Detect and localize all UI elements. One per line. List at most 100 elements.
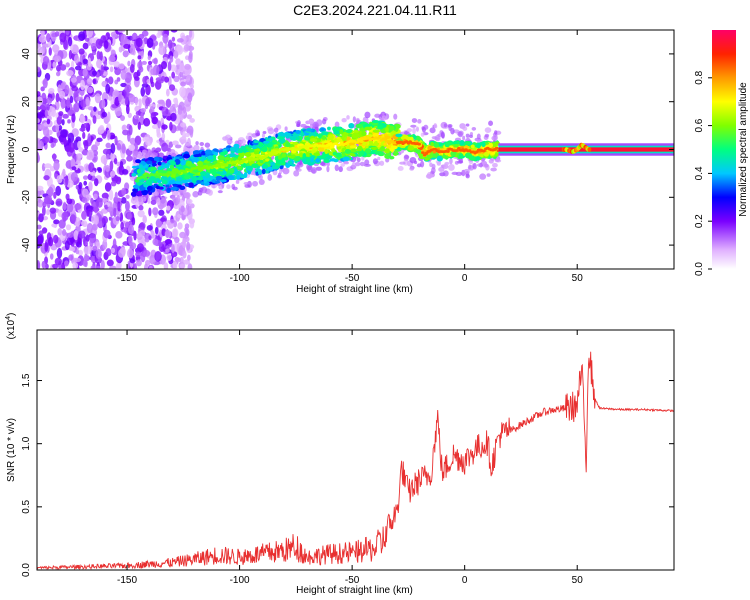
noise-blob: [75, 184, 80, 190]
scatter-blob: [399, 161, 406, 165]
ridge-blob: [389, 155, 395, 160]
ridge-blob: [146, 185, 153, 191]
noise-blob: [99, 51, 103, 62]
noise-blob: [189, 117, 195, 123]
chart-title: C2E3.2024.221.04.11.R11: [293, 2, 457, 18]
ridge-blob: [323, 159, 330, 163]
noise-blob: [104, 182, 112, 192]
noise-blob: [38, 213, 44, 223]
noise-blob: [57, 228, 63, 236]
ridge-blob: [265, 158, 270, 162]
ridge-core: [183, 170, 187, 174]
scatter-blob: [351, 162, 357, 169]
ridge-blob: [321, 131, 329, 136]
noise-blob: [176, 194, 181, 205]
noise-blob: [121, 143, 126, 154]
noise-blob: [82, 131, 86, 140]
noise-blob: [83, 246, 91, 255]
noise-blob: [101, 216, 109, 225]
noise-blob: [83, 122, 89, 129]
noise-blob: [160, 217, 166, 222]
noise-blob: [71, 85, 79, 92]
ridge-blob: [203, 177, 208, 184]
ridge-blob: [251, 145, 257, 150]
noise-blob: [73, 257, 81, 263]
noise-blob: [134, 76, 140, 81]
noise-blob: [184, 80, 192, 86]
ridge-blob: [155, 185, 160, 190]
scatter-blob: [416, 163, 422, 168]
scatter-blob: [334, 164, 339, 172]
ridge-core: [257, 154, 261, 158]
noise-blob: [177, 109, 183, 115]
colorbar-tick-label: 0.2: [694, 214, 705, 228]
scatter-blob: [259, 181, 264, 185]
scatter-blob: [462, 126, 468, 131]
noise-blob: [171, 140, 179, 146]
noise-blob: [49, 253, 54, 260]
scatter-blob: [273, 127, 279, 133]
noise-blob: [184, 223, 190, 229]
noise-blob: [40, 86, 45, 92]
noise-blob: [90, 42, 97, 51]
ridge-blob: [355, 123, 363, 129]
noise-blob: [179, 139, 187, 144]
scatter-blob: [277, 172, 281, 178]
noise-blob: [115, 176, 122, 185]
noise-blob: [81, 210, 87, 221]
scatter-blob: [153, 191, 159, 197]
noise-blob: [70, 246, 75, 252]
ridge-blob: [130, 191, 137, 197]
scatter-blob: [484, 163, 489, 168]
ridge-core: [424, 152, 429, 155]
ridge-core: [195, 165, 200, 169]
noise-blob: [44, 263, 49, 269]
noise-blob: [87, 106, 94, 111]
noise-blob: [66, 202, 74, 213]
noise-blob: [128, 144, 136, 152]
noise-blob: [147, 55, 151, 61]
noise-blob: [100, 197, 108, 203]
y-unit-exponent: 4: [5, 316, 12, 320]
scatter-blob: [364, 111, 371, 119]
ridge-blob: [370, 146, 378, 150]
noise-blob: [53, 138, 58, 144]
noise-blob: [141, 83, 149, 88]
ridge-blob: [197, 176, 202, 181]
noise-blob: [115, 231, 123, 239]
snr-series-line: [37, 351, 674, 570]
noise-blob: [74, 54, 80, 64]
ridge-blob: [149, 176, 156, 182]
ridge-blob: [220, 179, 227, 183]
y-tick-label: 0: [21, 146, 32, 152]
noise-blob: [183, 44, 190, 52]
ridge-blob: [361, 131, 367, 137]
ridge-blob: [407, 145, 415, 151]
noise-blob: [122, 50, 129, 58]
scatter-blob: [319, 161, 326, 166]
ridge-blob: [357, 153, 363, 157]
ridge-blob: [349, 145, 356, 149]
noise-blob: [37, 185, 44, 191]
noise-blob: [88, 181, 93, 192]
ridge-blob: [145, 179, 153, 185]
ridge-blob: [333, 158, 339, 163]
noise-blob: [179, 231, 187, 239]
x-axis-label: Height of straight line (km): [296, 284, 413, 295]
noise-blob: [86, 208, 93, 218]
noise-blob: [60, 64, 67, 71]
ridge-blob: [290, 154, 296, 159]
ridge-blob: [289, 136, 297, 141]
scatter-blob: [311, 166, 317, 174]
noise-blob: [135, 37, 143, 48]
scatter-blob: [488, 120, 494, 126]
noise-blob: [48, 47, 52, 56]
noise-blob: [42, 55, 50, 65]
noise-blob: [56, 175, 63, 184]
ridge-blob: [157, 169, 165, 174]
ridge-blob: [157, 182, 164, 187]
noise-blob: [157, 120, 162, 129]
noise-blob: [148, 207, 152, 217]
noise-blob: [160, 60, 168, 70]
scatter-blob: [479, 173, 487, 180]
